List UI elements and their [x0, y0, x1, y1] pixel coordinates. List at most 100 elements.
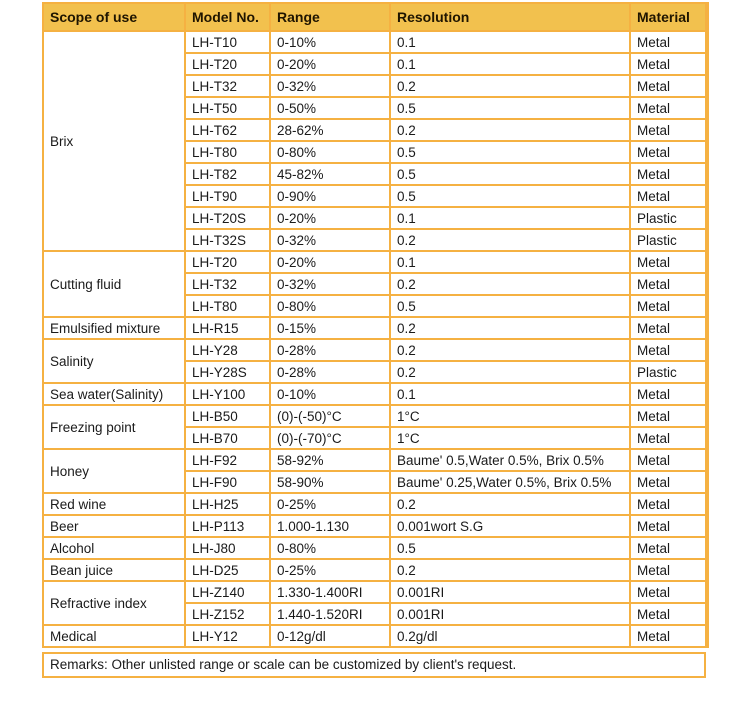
table-row: Red wine LH-H25 0-25% 0.2 Metal	[42, 492, 708, 516]
table-row: Sea water(Salinity) LH-Y100 0-10% 0.1 Me…	[42, 382, 708, 406]
resolution-cell: 0.1	[389, 250, 631, 274]
model-cell: LH-T50	[184, 96, 271, 120]
table-row: Beer LH-P113 1.000-1.130 0.001wort S.G M…	[42, 514, 708, 538]
model-cell: LH-T62	[184, 118, 271, 142]
material-cell: Metal	[629, 580, 708, 604]
resolution-cell: Baume' 0.25,Water 0.5%, Brix 0.5%	[389, 470, 631, 494]
model-cell: LH-B50	[184, 404, 271, 428]
material-cell: Metal	[629, 316, 708, 340]
resolution-cell: 0.2	[389, 228, 631, 252]
col-header-material: Material	[629, 2, 708, 32]
header-row: Scope of use Model No. Range Resolution …	[42, 2, 708, 32]
resolution-cell: 0.2	[389, 492, 631, 516]
table-row: LH-T50 0-50% 0.5 Metal	[43, 96, 708, 120]
range-cell: 0-12g/dl	[269, 624, 391, 648]
table-row: Medical LH-Y12 0-12g/dl 0.2g/dl Metal	[42, 624, 708, 648]
model-cell: LH-T20	[184, 250, 271, 274]
table-row: LH-Z152 1.440-1.520RI 0.001RI Metal	[43, 602, 708, 626]
model-cell: LH-T32	[184, 272, 271, 296]
material-cell: Metal	[629, 514, 708, 538]
col-header-scope: Scope of use	[42, 2, 186, 32]
model-cell: LH-T20S	[184, 206, 271, 230]
model-cell: LH-J80	[184, 536, 271, 560]
model-cell: LH-F92	[184, 448, 271, 472]
material-cell: Metal	[629, 470, 708, 494]
material-cell: Metal	[629, 536, 708, 560]
resolution-cell: 1°C	[389, 404, 631, 428]
material-cell: Metal	[629, 162, 708, 186]
material-cell: Plastic	[629, 206, 708, 230]
resolution-cell: 0.001RI	[389, 602, 631, 626]
range-cell: 0-25%	[269, 558, 391, 582]
resolution-cell: 0.5	[389, 96, 631, 120]
model-cell: LH-D25	[184, 558, 271, 582]
model-cell: LH-T80	[184, 140, 271, 164]
resolution-cell: 0.1	[389, 382, 631, 406]
model-cell: LH-T10	[184, 30, 271, 54]
material-cell: Metal	[629, 404, 708, 428]
range-cell: (0)-(-50)°C	[269, 404, 391, 428]
material-cell: Metal	[629, 382, 708, 406]
range-cell: 58-90%	[269, 470, 391, 494]
range-cell: 0-20%	[269, 52, 391, 76]
range-cell: 0-32%	[269, 74, 391, 98]
material-cell: Metal	[629, 184, 708, 208]
model-cell: LH-Z152	[184, 602, 271, 626]
scope-cell: Sea water(Salinity)	[42, 382, 186, 406]
scope-cell: Brix	[42, 30, 186, 252]
resolution-cell: 0.2	[389, 272, 631, 296]
model-cell: LH-H25	[184, 492, 271, 516]
material-cell: Metal	[629, 250, 708, 274]
material-cell: Metal	[629, 30, 708, 54]
resolution-cell: 0.1	[389, 52, 631, 76]
range-cell: 1.440-1.520RI	[269, 602, 391, 626]
table-row: LH-T32 0-32% 0.2 Metal	[43, 74, 708, 98]
range-cell: 0-80%	[269, 140, 391, 164]
model-cell: LH-T32	[184, 74, 271, 98]
model-cell: LH-Y28	[184, 338, 271, 362]
resolution-cell: Baume' 0.5,Water 0.5%, Brix 0.5%	[389, 448, 631, 472]
resolution-cell: 0.001wort S.G	[389, 514, 631, 538]
resolution-cell: 0.5	[389, 140, 631, 164]
material-cell: Metal	[629, 118, 708, 142]
material-cell: Metal	[629, 492, 708, 516]
table-row: LH-T80 0-80% 0.5 Metal	[43, 294, 708, 318]
scope-cell: Alcohol	[42, 536, 186, 560]
table-row: LH-B70 (0)-(-70)°C 1°C Metal	[43, 426, 708, 450]
range-cell: 0-20%	[269, 250, 391, 274]
material-cell: Metal	[629, 52, 708, 76]
material-cell: Metal	[629, 96, 708, 120]
material-cell: Metal	[629, 74, 708, 98]
table-row: LH-T82 45-82% 0.5 Metal	[43, 162, 708, 186]
resolution-cell: 0.1	[389, 30, 631, 54]
material-cell: Metal	[629, 294, 708, 318]
range-cell: 0-28%	[269, 338, 391, 362]
range-cell: 58-92%	[269, 448, 391, 472]
scope-cell: Emulsified mixture	[42, 316, 186, 340]
range-cell: 0-80%	[269, 536, 391, 560]
table-row: LH-T32 0-32% 0.2 Metal	[43, 272, 708, 296]
resolution-cell: 0.5	[389, 184, 631, 208]
resolution-cell: 0.001RI	[389, 580, 631, 604]
range-cell: 0-80%	[269, 294, 391, 318]
model-cell: LH-T80	[184, 294, 271, 318]
resolution-cell: 0.2	[389, 360, 631, 384]
table-row: Freezing point LH-B50 (0)-(-50)°C 1°C Me…	[42, 404, 708, 450]
model-cell: LH-R15	[184, 316, 271, 340]
table-row: LH-T62 28-62% 0.2 Metal	[43, 118, 708, 142]
range-cell: 0-10%	[269, 382, 391, 406]
scope-cell: Freezing point	[42, 404, 186, 450]
resolution-cell: 1°C	[389, 426, 631, 450]
scope-cell: Bean juice	[42, 558, 186, 582]
table-row: LH-Y28S 0-28% 0.2 Plastic	[43, 360, 708, 384]
resolution-cell: 0.5	[389, 162, 631, 186]
scope-cell: Honey	[42, 448, 186, 494]
table-row: LH-T80 0-80% 0.5 Metal	[43, 140, 708, 164]
range-cell: 0-20%	[269, 206, 391, 230]
table-row: Refractive index LH-Z140 1.330-1.400RI 0…	[42, 580, 708, 626]
resolution-cell: 0.2	[389, 558, 631, 582]
range-cell: 1.330-1.400RI	[269, 580, 391, 604]
remarks-note: Remarks: Other unlisted range or scale c…	[42, 652, 706, 678]
scope-cell: Salinity	[42, 338, 186, 384]
table-row: LH-T20 0-20% 0.1 Metal	[43, 52, 708, 76]
